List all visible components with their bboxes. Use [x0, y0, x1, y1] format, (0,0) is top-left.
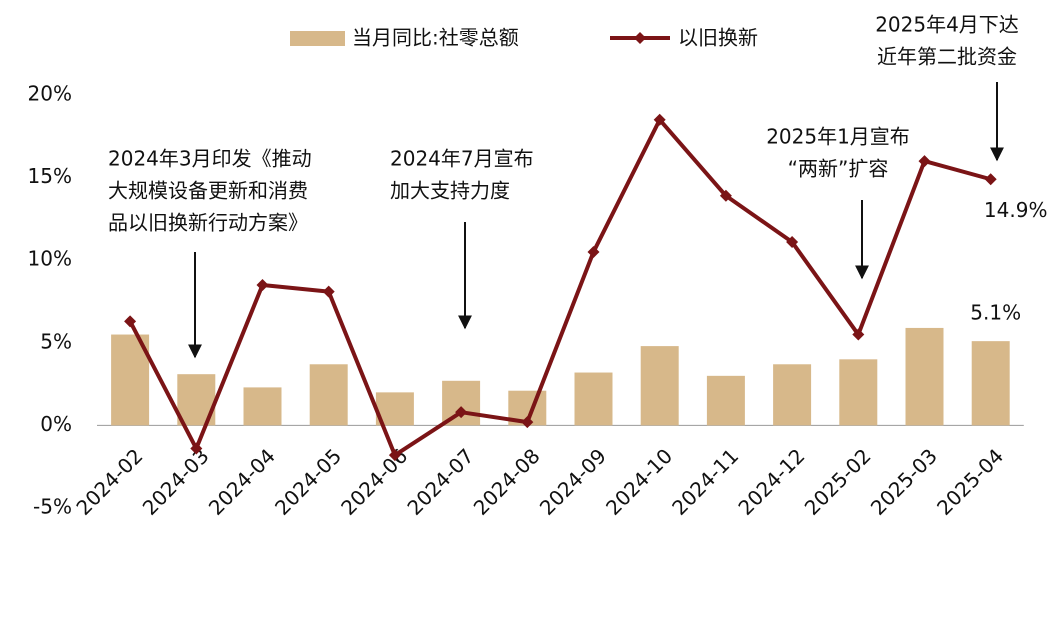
line-point	[388, 449, 401, 462]
x-tick-label: 2025-03	[866, 444, 942, 520]
legend-label: 以旧换新	[678, 26, 758, 50]
x-tick-label: 2024-11	[667, 444, 743, 520]
y-tick-label: 15%	[28, 164, 72, 188]
x-tick-label: 2024-09	[535, 444, 611, 520]
x-tick-label: 2024-05	[270, 444, 346, 520]
line-point	[190, 442, 203, 455]
line-point	[852, 328, 865, 341]
x-tick-label: 2024-08	[469, 444, 545, 520]
bar	[971, 341, 1010, 426]
y-tick-label: 10%	[28, 247, 72, 271]
bar	[773, 364, 812, 426]
x-tick-label: 2024-04	[204, 444, 280, 520]
line-point	[653, 113, 666, 126]
line-point	[521, 416, 534, 429]
line-point	[322, 285, 335, 298]
bar	[309, 364, 348, 426]
annotation: 2024年3月印发《推动	[108, 147, 312, 171]
line-point	[124, 315, 137, 328]
annotation: 2024年7月宣布	[390, 147, 534, 171]
line	[128, 117, 992, 458]
line-point	[455, 406, 468, 419]
x-tick-label: 2025-04	[932, 444, 1008, 520]
annotation: 近年第二批资金	[877, 45, 1017, 69]
value-label: 14.9%	[984, 198, 1047, 222]
annotation: 2025年4月下达	[875, 13, 1019, 37]
line-point	[984, 173, 997, 186]
bar	[640, 346, 679, 426]
bar	[839, 359, 878, 426]
annotation: 大规模设备更新和消费	[108, 179, 308, 203]
x-tick-label: 2024-12	[733, 444, 809, 520]
bar	[905, 327, 944, 426]
legend-swatch	[290, 31, 345, 46]
line-point	[256, 278, 269, 291]
bar	[574, 372, 613, 426]
y-tick-label: -5%	[33, 495, 72, 519]
bar	[706, 375, 745, 426]
x-tick-label: 2024-07	[402, 444, 478, 520]
y-tick-label: 20%	[28, 82, 72, 106]
line-point	[719, 189, 732, 202]
bar	[243, 387, 282, 426]
y-tick-label: 5%	[40, 329, 72, 353]
x-tick-label: 2024-02	[71, 444, 147, 520]
legend-label: 当月同比:社零总额	[352, 26, 519, 50]
legend-swatch	[634, 32, 646, 44]
line-point	[918, 155, 931, 168]
x-tick-label: 2024-10	[601, 444, 677, 520]
line-point	[786, 236, 799, 249]
x-tick-label: 2024-03	[138, 444, 214, 520]
annotation: 2025年1月宣布	[766, 125, 910, 149]
annotation: 品以旧换新行动方案》	[108, 211, 308, 235]
annotation: 加大支持力度	[390, 179, 510, 203]
value-label: 5.1%	[970, 301, 1021, 325]
x-tick-label: 2025-02	[800, 444, 876, 520]
x-tick-label: 2024-06	[336, 444, 412, 520]
line-point	[587, 245, 600, 258]
y-tick-label: 0%	[40, 412, 72, 436]
annotation: “两新”扩容	[788, 157, 889, 181]
